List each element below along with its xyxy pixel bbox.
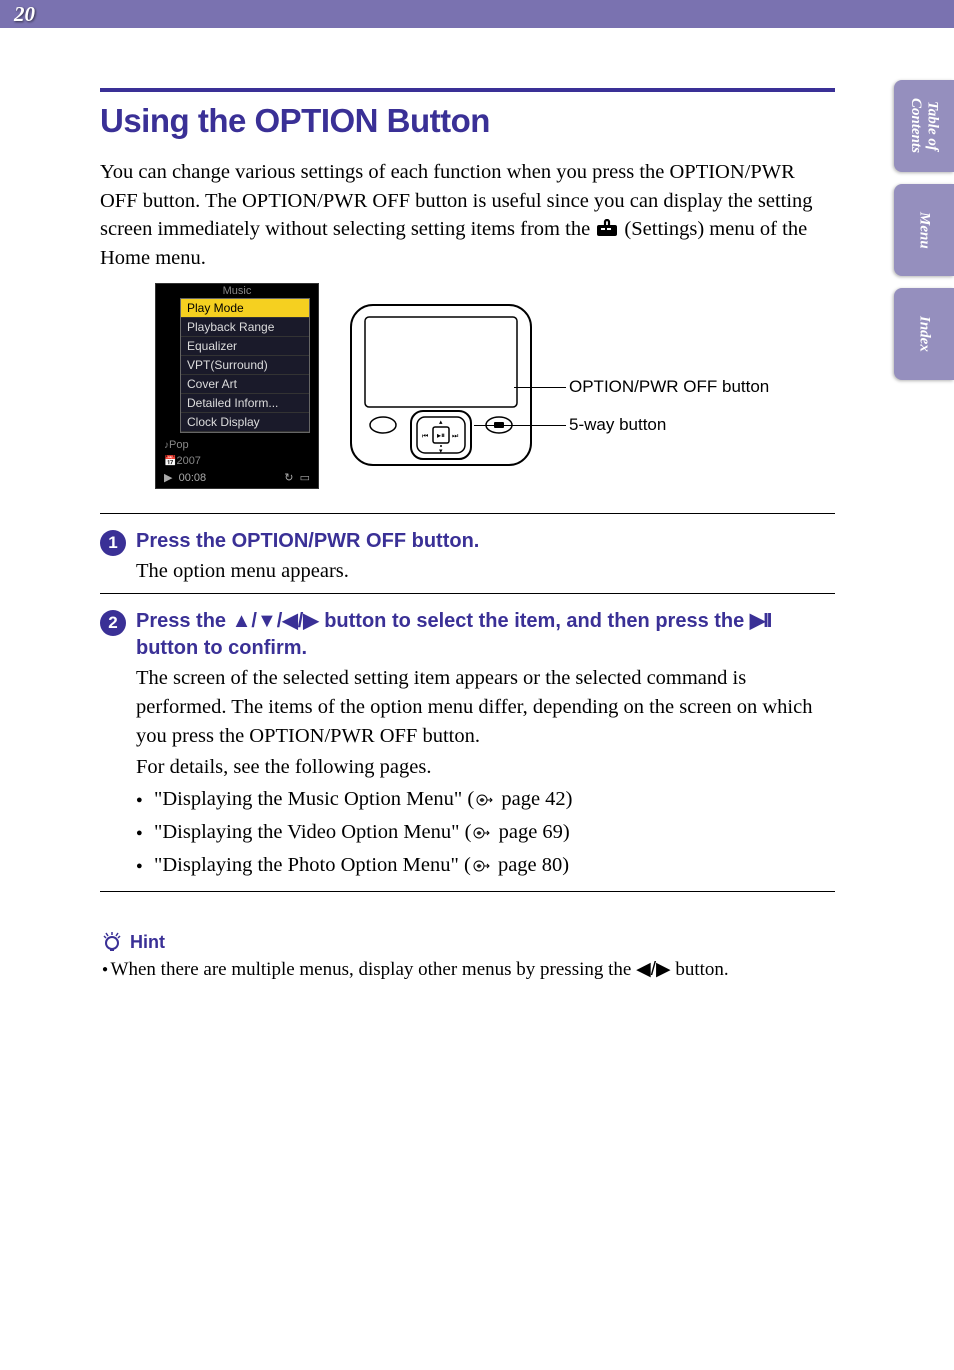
play-pause-icon: ▶II (750, 610, 771, 632)
tab-label: Table ofContents (908, 98, 941, 153)
repeat-icon: ↻ (284, 472, 293, 484)
list-item: "Displaying the Video Option Menu" ( pag… (136, 818, 824, 851)
hint-b: button. (671, 959, 729, 980)
step-head-c: button to confirm. (136, 637, 307, 659)
menu-item: Equalizer (181, 337, 309, 356)
step-heading: Press the ▲/▼/◀/▶ button to select the i… (136, 608, 824, 662)
svg-text:⏮: ⏮ (422, 432, 428, 440)
callout-5way: 5-way button (569, 415, 666, 435)
menu-item: Clock Display (181, 413, 309, 432)
device-diagram: ▸⏸ ▴ ▾ ⏮ ⏭ OPTION/PWR OFF button 5-way b… (349, 303, 549, 473)
figures: Music Play Mode Playback Range Equalizer… (155, 283, 824, 489)
menu-item: Playback Range (181, 318, 309, 337)
tab-label: Index (916, 316, 933, 352)
hint-heading: Hint (100, 930, 824, 954)
play-icon: ▶ (164, 472, 172, 484)
page-content: Using the OPTION Button You can change v… (0, 28, 954, 1021)
step-number: 1 (100, 530, 126, 556)
tab-menu[interactable]: Menu (894, 184, 954, 276)
menu-item: Cover Art (181, 375, 309, 394)
page-number: 20 (14, 2, 35, 27)
ref-page[interactable]: page 69) (493, 821, 569, 843)
screen-bottom-1: Pop (169, 439, 189, 451)
hint-text: When there are multiple menus, display o… (100, 958, 824, 981)
tab-index[interactable]: Index (894, 288, 954, 380)
svg-text:⏭: ⏭ (452, 432, 459, 440)
list-item: "Displaying the Photo Option Menu" ( pag… (136, 851, 824, 884)
screen-meta: ♪Pop (156, 437, 318, 453)
menu-item: VPT(Surround) (181, 356, 309, 375)
page-title: Using the OPTION Button (100, 102, 824, 140)
step-heading: Press the OPTION/PWR OFF button. (136, 528, 824, 555)
step-text-2: For details, see the following pages. (136, 753, 824, 782)
ref-text: "Displaying the Video Option Menu" ( (154, 821, 471, 843)
top-bar: 20 (0, 0, 954, 28)
screen-time: 00:08 (179, 472, 207, 484)
screen-status: ▶ 00:08 ↻ ▭ (156, 469, 318, 488)
tab-label: Menu (916, 212, 933, 249)
title-rule (100, 88, 835, 92)
arrow-icons: ◀/▶ (636, 959, 671, 980)
ref-page[interactable]: page 42) (496, 788, 572, 810)
separator (100, 513, 835, 514)
page-ref-icon (471, 854, 493, 884)
ref-page[interactable]: page 80) (493, 854, 569, 876)
step-2: 2 Press the ▲/▼/◀/▶ button to select the… (100, 608, 824, 883)
tab-toc[interactable]: Table ofContents (894, 80, 954, 172)
settings-icon (595, 217, 619, 235)
page-ref-icon (471, 821, 493, 851)
callout-option: OPTION/PWR OFF button (569, 377, 769, 397)
hint-a: When there are multiple menus, display o… (111, 959, 637, 980)
ref-text: "Displaying the Photo Option Menu" ( (154, 854, 471, 876)
list-item: "Displaying the Music Option Menu" ( pag… (136, 785, 824, 818)
svg-text:▸⏸: ▸⏸ (437, 431, 445, 440)
svg-text:▴: ▴ (439, 418, 443, 426)
screen-bottom-2: 2007 (176, 455, 200, 467)
screen-title: Music (156, 284, 318, 298)
ref-text: "Displaying the Music Option Menu" ( (154, 788, 474, 810)
menu-item: Play Mode (181, 299, 309, 318)
step-number: 2 (100, 610, 126, 636)
separator (100, 891, 835, 892)
hint-label: Hint (130, 932, 165, 953)
step-head-b: button to select the item, and then pres… (319, 610, 750, 632)
step-1: 1 Press the OPTION/PWR OFF button. The o… (100, 528, 824, 586)
intro-text: You can change various settings of each … (100, 158, 824, 273)
step-text: The option menu appears. (136, 557, 824, 586)
device-screen: Music Play Mode Playback Range Equalizer… (155, 283, 319, 489)
arrow-icons: ▲/▼/◀/▶ (232, 610, 319, 632)
screen-meta: 📅2007 (156, 453, 318, 469)
page-ref-icon (474, 788, 496, 818)
reference-list: "Displaying the Music Option Menu" ( pag… (136, 785, 824, 883)
side-tabs: Table ofContents Menu Index (894, 80, 954, 392)
menu-box: Play Mode Playback Range Equalizer VPT(S… (180, 298, 310, 433)
hint-block: Hint When there are multiple menus, disp… (100, 930, 824, 981)
step-text: The screen of the selected setting item … (136, 664, 824, 750)
hint-icon (100, 930, 124, 954)
svg-text:▾: ▾ (439, 447, 443, 455)
menu-item: Detailed Inform... (181, 394, 309, 413)
battery-icon: ▭ (300, 472, 310, 484)
separator (100, 593, 835, 594)
step-head-a: Press the (136, 610, 232, 632)
